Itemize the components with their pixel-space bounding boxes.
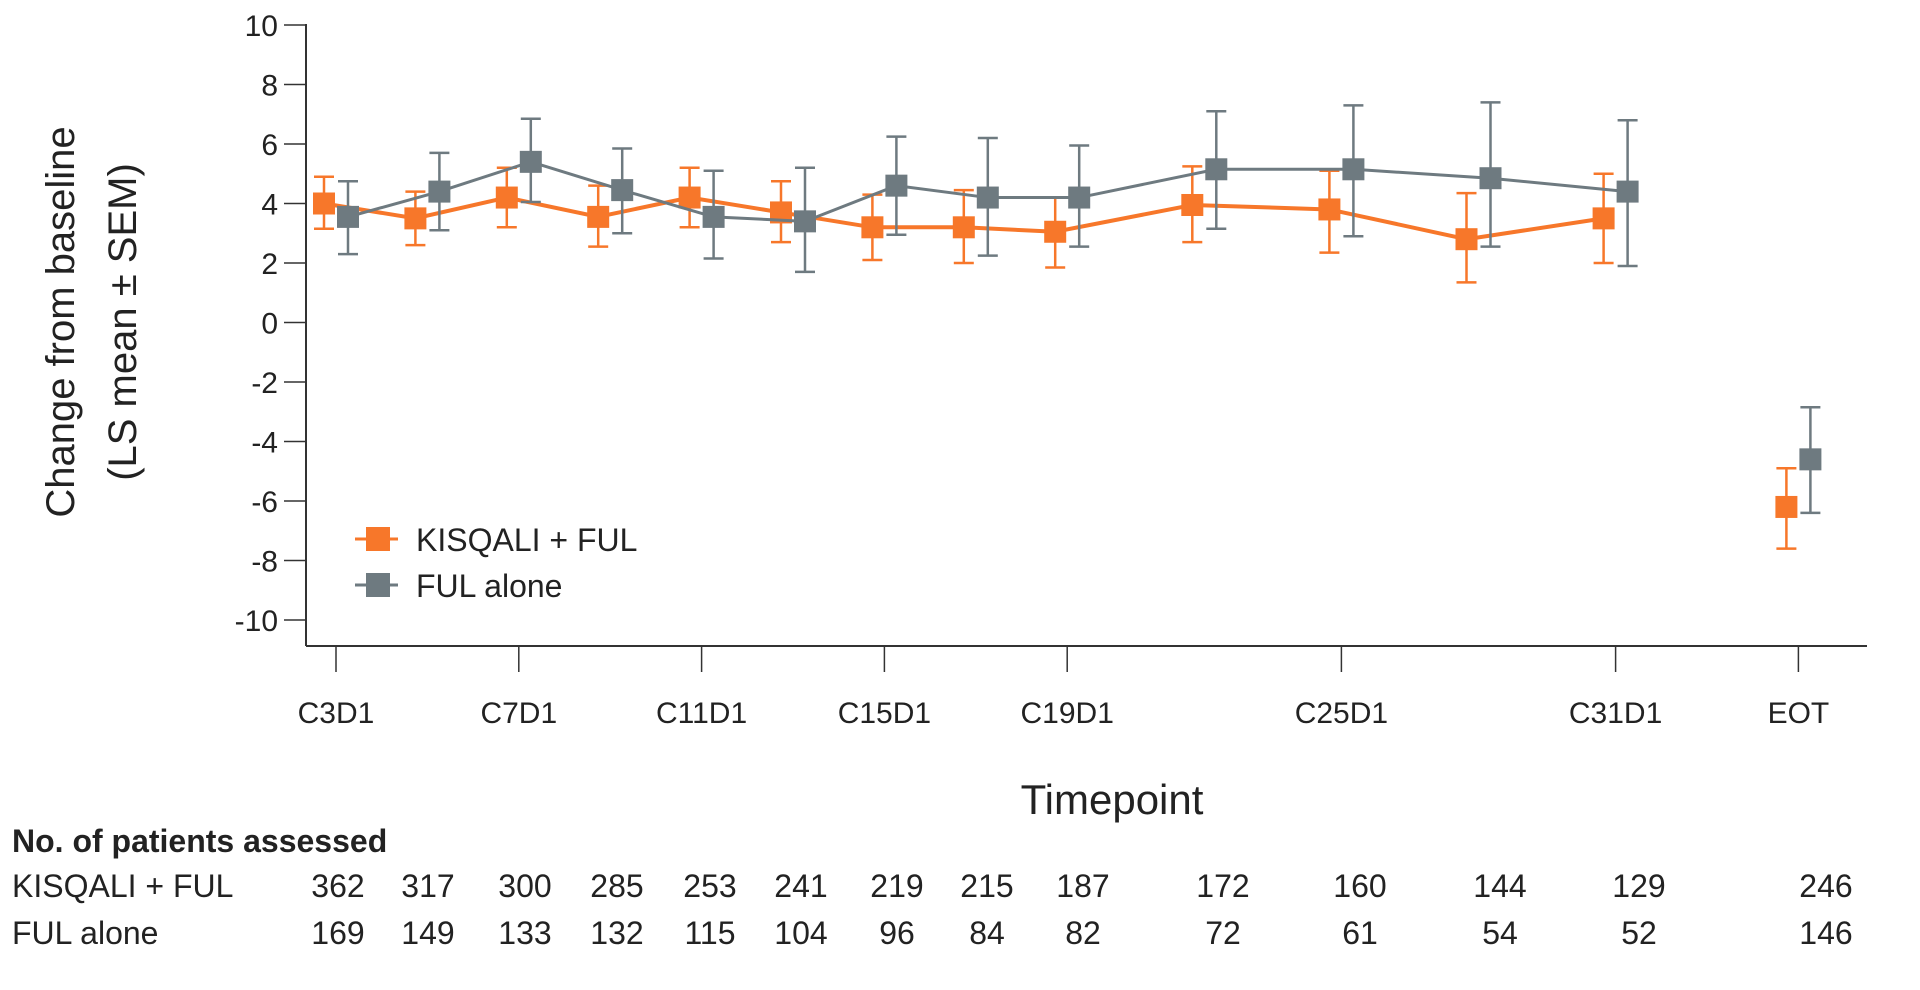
data-point [1455,228,1478,251]
y-tick-label: 0 [261,308,278,341]
x-tick-label: EOT [1768,697,1830,730]
y-tick-label: 6 [261,129,278,162]
x-tick-label: C3D1 [298,697,375,730]
legend: KISQALI + FUL FUL alone [355,522,637,604]
y-axis-ticks: 10 8 6 4 2 0 -2 -4 -6 -8 -10 [235,10,307,646]
data-point [1318,198,1341,221]
y-tick-label: -4 [251,427,278,460]
data-point [885,174,908,197]
table-cell: 187 [1056,868,1109,904]
legend-marker [366,527,390,551]
x-tick-label: C7D1 [480,697,557,730]
table-cell: 317 [401,868,454,904]
data-point [404,207,427,230]
y-tick-label: -2 [251,367,278,400]
y-tick-label: -8 [251,546,278,579]
table-cell: 253 [683,868,736,904]
y-tick-label: -6 [251,486,278,519]
data-point [313,192,335,215]
table-cell: 160 [1333,868,1386,904]
table-cell: 54 [1482,915,1518,951]
data-point [1068,186,1091,209]
y-tick-label: -10 [235,605,278,638]
data-point [1205,158,1228,181]
plot-area [313,101,1822,550]
data-point [428,180,451,203]
table-cell: 82 [1065,915,1101,951]
table-cell: 146 [1799,915,1852,951]
x-axis-label: Timepoint [1021,776,1204,823]
x-tick-label: C25D1 [1295,697,1388,730]
table-cell: 172 [1196,868,1249,904]
data-point [337,205,359,228]
data-point [1592,207,1615,230]
data-point [587,205,610,228]
data-point [1616,180,1639,203]
table-cell: 72 [1205,915,1241,951]
data-point [1479,167,1502,190]
table-cell: 61 [1342,915,1378,951]
table-row-label: FUL alone [12,915,158,951]
data-point [611,179,634,202]
table-cell: 285 [590,868,643,904]
table-cell: 52 [1621,915,1657,951]
y-tick-label: 2 [261,248,278,281]
y-axis-label-line1: Change from baseline [39,126,83,517]
data-point [1775,495,1798,518]
x-tick-label: C15D1 [838,697,931,730]
table-title: No. of patients assessed [12,823,387,859]
table-cell: 300 [498,868,551,904]
table-cell: 115 [684,915,735,951]
table-cell: 246 [1799,868,1852,904]
table-cell: 144 [1473,868,1526,904]
legend-label: FUL alone [416,568,562,604]
table-cell: 219 [870,868,923,904]
series-ful-alone [337,101,1822,515]
legend-label: KISQALI + FUL [416,522,637,558]
data-point [861,216,884,239]
data-point [1044,220,1067,243]
x-axis-ticks: C3D1 C7D1 C11D1 C15D1 C19D1 C25D1 C31D1 EOT [298,645,1867,730]
table-cell: 362 [311,868,364,904]
table-cell: 149 [401,915,454,951]
table-cell: 96 [879,915,915,951]
data-point [1799,448,1822,471]
data-point [1181,193,1204,216]
data-point [976,186,999,209]
table-cell: 84 [969,915,1005,951]
data-point [702,205,725,228]
x-tick-label: C11D1 [656,697,747,730]
table-cell: 241 [774,868,827,904]
table-cell: 104 [774,915,827,951]
table-cell: 132 [590,915,643,951]
data-point [678,186,701,209]
y-tick-label: 10 [245,10,278,43]
data-point [952,216,975,239]
patients-table: KISQALI + FUL 362 317 300 285 253 241 219 215 187… [12,868,1853,951]
y-tick-label: 4 [261,189,278,222]
y-tick-label: 8 [261,70,278,103]
data-point [1342,158,1365,181]
series-kisqali-ful [313,165,1798,550]
data-point [794,210,816,233]
table-row-label: KISQALI + FUL [12,868,233,904]
data-point [495,186,518,209]
table-cell: 129 [1612,868,1665,904]
y-axis-label-line2: (LS mean ± SEM) [101,163,145,481]
table-cell: 133 [498,915,551,951]
data-point [519,150,542,173]
table-cell: 169 [311,915,364,951]
x-tick-label: C19D1 [1021,697,1114,730]
data-point [770,201,792,224]
legend-marker [366,573,390,597]
table-cell: 215 [960,868,1013,904]
x-tick-label: C31D1 [1569,697,1662,730]
